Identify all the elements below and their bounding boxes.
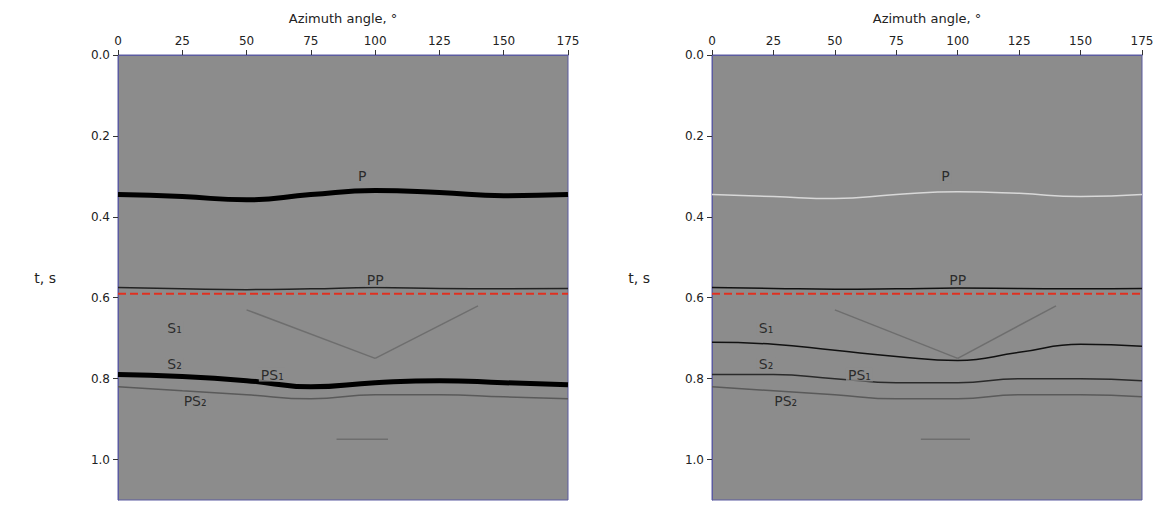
svg-text:1.0: 1.0 [685,453,704,467]
svg-text:0.8: 0.8 [91,372,110,386]
svg-text:t, s: t, s [34,270,56,286]
svg-text:0.0: 0.0 [685,48,704,62]
svg-text:PP: PP [949,272,966,288]
svg-text:t, s: t, s [628,270,650,286]
svg-text:75: 75 [303,34,318,48]
svg-text:P: P [358,168,366,184]
svg-text:PS₂: PS₂ [184,393,207,409]
svg-text:50: 50 [239,34,254,48]
svg-text:150: 150 [492,34,515,48]
svg-text:0.4: 0.4 [91,210,110,224]
svg-text:0.6: 0.6 [91,291,110,305]
svg-text:0.4: 0.4 [685,210,704,224]
svg-text:0.2: 0.2 [685,129,704,143]
svg-text:150: 150 [1069,34,1092,48]
svg-text:0.0: 0.0 [91,48,110,62]
svg-text:175: 175 [1131,34,1154,48]
svg-text:S₁: S₁ [167,320,182,336]
svg-text:50: 50 [827,34,842,48]
svg-text:PP: PP [367,272,384,288]
svg-text:P: P [941,168,949,184]
svg-text:1.0: 1.0 [91,453,110,467]
svg-text:Azimuth angle, °: Azimuth angle, ° [873,11,982,26]
svg-text:S₂: S₂ [759,356,774,372]
svg-text:Azimuth angle, °: Azimuth angle, ° [289,11,398,26]
svg-text:125: 125 [1008,34,1031,48]
svg-text:25: 25 [175,34,190,48]
svg-text:0.8: 0.8 [685,372,704,386]
svg-text:0.6: 0.6 [685,291,704,305]
svg-text:175: 175 [557,34,580,48]
svg-text:PS₂: PS₂ [774,393,797,409]
svg-text:PS₁: PS₁ [261,367,284,383]
svg-text:PS₁: PS₁ [848,367,871,383]
svg-text:0.2: 0.2 [91,129,110,143]
svg-text:25: 25 [766,34,781,48]
svg-text:0: 0 [114,34,122,48]
svg-text:125: 125 [428,34,451,48]
svg-text:100: 100 [946,34,969,48]
svg-text:S₁: S₁ [759,320,774,336]
svg-text:75: 75 [889,34,904,48]
svg-text:S₂: S₂ [167,356,182,372]
svg-text:100: 100 [364,34,387,48]
svg-text:0: 0 [708,34,716,48]
